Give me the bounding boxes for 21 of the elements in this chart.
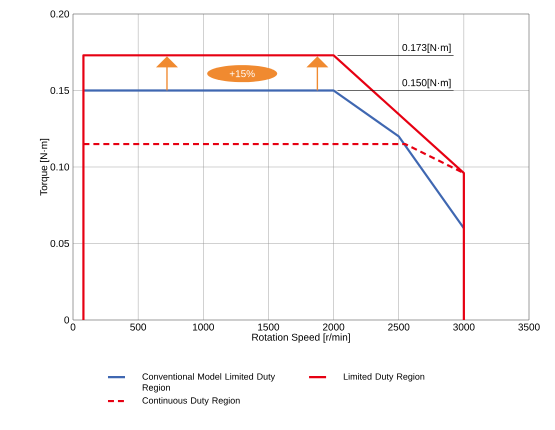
x-tick-label: 3000 bbox=[453, 324, 475, 331]
y-tick-label: 0.15 bbox=[50, 86, 70, 94]
x-tick-label: 1500 bbox=[258, 324, 280, 331]
y-axis-title: Torque [N·m] bbox=[40, 138, 50, 196]
annotation: 0.173[N·m] bbox=[402, 44, 451, 54]
x-tick-label: 2000 bbox=[322, 324, 344, 331]
x-tick-label: 1000 bbox=[192, 324, 214, 331]
y-tick-label: 0 bbox=[64, 316, 70, 324]
annotation: 0.150[N·m] bbox=[402, 78, 451, 88]
y-tick-label: 0.20 bbox=[50, 10, 70, 18]
x-tick-label: 500 bbox=[130, 324, 146, 331]
x-tick-label: 2500 bbox=[388, 324, 410, 331]
annotation: +15% bbox=[230, 70, 255, 78]
legend-label: Conventional Model Limited Duty Region bbox=[142, 373, 276, 392]
y-tick-label: 0.10 bbox=[50, 163, 70, 171]
x-tick-label: 0 bbox=[70, 324, 76, 331]
x-axis-title: Rotation Speed [r/min] bbox=[252, 333, 350, 343]
y-tick-label: 0.05 bbox=[50, 240, 70, 248]
legend-label: Continuous Duty Region bbox=[142, 397, 240, 406]
legend-label: Limited Duty Region bbox=[344, 373, 424, 382]
x-tick-label: 3500 bbox=[518, 324, 540, 331]
